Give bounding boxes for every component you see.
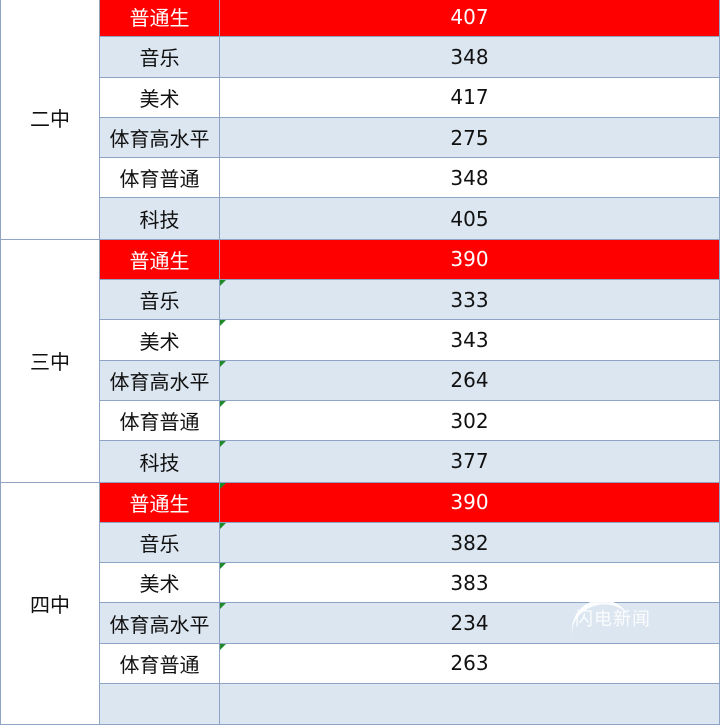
score-cell: 405 [220,198,720,239]
school-group: 三中 普通生 390 音乐 333 美术 343 体育高水平 264 体育普通 302 科技 377 [0,239,720,483]
score-value: 390 [450,247,489,272]
table-row: 音乐 333 [100,280,720,321]
score-value: 343 [450,328,489,353]
cell-error-indicator-icon [220,280,226,287]
score-cell: 263 [220,643,720,684]
cell-error-indicator-icon [220,441,226,448]
table-row: 音乐 348 [100,37,720,78]
score-cell: 390 [220,239,720,280]
score-value: 377 [450,449,489,474]
score-cell: 275 [220,117,720,158]
score-cell: 407 [220,0,720,37]
category-cell: 音乐 [100,280,220,320]
school-name: 四中 [0,482,100,725]
table-row: 体育普通 348 [100,158,720,199]
table-row: 体育高水平 275 [100,117,720,159]
category-cell: 美术 [100,77,220,117]
category-cell: 体育高水平 [100,117,220,158]
category-cell: 美术 [100,320,220,360]
score-value: 348 [450,44,489,69]
table-row: 体育高水平 234 [100,603,720,644]
cell-error-indicator-icon [220,360,226,367]
score-value: 234 [450,611,489,636]
category-cell: 普通生 [100,0,220,37]
category-cell: 体育高水平 [100,603,220,643]
cell-error-indicator-icon [220,400,226,407]
category-cell: 美术 [100,563,220,603]
watermark: 闪电新闻 [575,609,651,630]
score-value: 407 [450,4,489,29]
table-row: 科技 405 [100,198,720,239]
score-cell [220,684,720,725]
category-cell: 普通生 [100,482,220,522]
score-value: 417 [450,85,489,110]
category-cell: 音乐 [100,522,220,563]
score-value: 348 [450,165,489,190]
score-value: 264 [450,368,489,393]
table-row: 普通生 390 [100,482,720,523]
school-name: 三中 [0,239,100,482]
category-cell: 体育普通 [100,158,220,198]
score-cell: 417 [220,77,720,117]
category-cell: 普通生 [100,239,220,280]
score-value: 263 [450,651,489,676]
table-row: 普通生 390 [100,239,720,281]
category-cell: 科技 [100,198,220,239]
table-row [100,684,720,725]
score-value: 333 [450,287,489,312]
score-value: 390 [450,490,489,515]
score-value: 275 [450,125,489,150]
score-value: 302 [450,408,489,433]
table-row: 体育高水平 264 [100,360,720,401]
table-row: 音乐 382 [100,522,720,564]
table-row: 美术 383 [100,563,720,604]
table-row: 体育普通 302 [100,400,720,442]
score-value: 383 [450,570,489,595]
cell-error-indicator-icon [220,643,226,650]
school-group: 二中 普通生 407 音乐 348 美术 417 体育高水平 275 体育普通 348 科技 405 [0,0,720,240]
table-row: 美术 417 [100,77,720,118]
score-value: 405 [450,206,489,231]
score-cell: 333 [220,280,720,320]
category-cell: 体育普通 [100,643,220,684]
category-cell: 科技 [100,441,220,482]
category-cell [100,684,220,725]
category-cell: 音乐 [100,37,220,77]
score-cell: 390 [220,482,720,522]
table-row: 美术 343 [100,320,720,361]
cell-error-indicator-icon [220,563,226,570]
score-cell: 382 [220,522,720,563]
score-cell: 343 [220,320,720,360]
cell-error-indicator-icon [220,320,226,327]
category-cell: 体育普通 [100,400,220,441]
score-cell: 348 [220,158,720,198]
score-cell: 383 [220,563,720,603]
category-cell: 体育高水平 [100,360,220,400]
table-row: 普通生 407 [100,0,720,38]
score-cell: 264 [220,360,720,400]
score-cell: 348 [220,37,720,77]
score-cell: 302 [220,400,720,441]
cell-error-indicator-icon [220,522,226,529]
score-value: 382 [450,530,489,555]
cell-error-indicator-icon [220,603,226,610]
cell-error-indicator-icon [220,482,226,489]
table-row: 体育普通 263 [100,643,720,685]
table-row: 科技 377 [100,441,720,482]
school-name: 二中 [0,0,100,239]
score-cell: 377 [220,441,720,482]
